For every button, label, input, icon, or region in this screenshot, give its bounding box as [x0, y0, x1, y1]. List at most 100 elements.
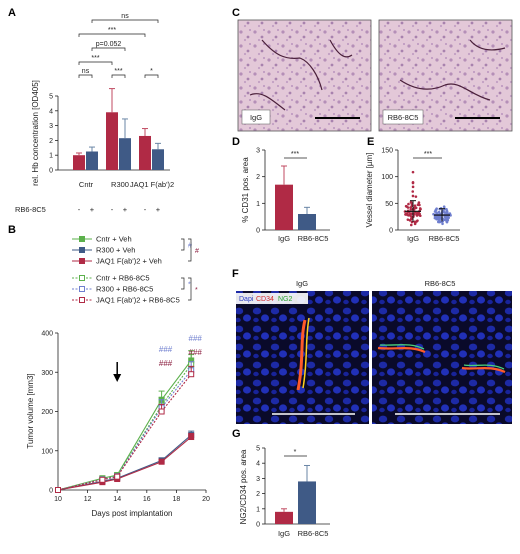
panel-b-arrow-head [113, 374, 122, 382]
panel-d-bar [275, 184, 293, 230]
panel-f-igg-cd34-vessel [296, 319, 307, 391]
panel-f-rb6-image [372, 291, 512, 424]
panel-e-y-label: Vessel diameter [µm] [365, 153, 374, 228]
panel-c-igg-vessels [249, 39, 353, 111]
panel-e-point [411, 185, 415, 189]
panel-a-treatment-mark: - [78, 205, 81, 214]
panel-g-cat-rb6: RB6-8C5 [298, 529, 329, 538]
panel-label-d: D [232, 136, 240, 148]
panel-g-ytick-label: 0 [256, 522, 260, 529]
panel-b-legend-bracket [181, 277, 185, 290]
panel-e-point [413, 204, 417, 207]
panel-f-rb6-cd34-vessel [377, 346, 506, 374]
panel-e-point [413, 206, 417, 210]
panel-b-legend-bracket [188, 277, 192, 301]
panel-e-point [411, 181, 415, 185]
panel-a-sig-bracket [91, 19, 159, 23]
panel-c-rb6-tag [382, 109, 424, 125]
panel-d-sig-label: *** [291, 151, 299, 158]
panel-e-point [411, 194, 415, 198]
panel-label-c: C [232, 7, 240, 19]
panel-g-y-label: NG2/CD34 pos. area [239, 449, 248, 524]
panel-a-sig-label: *** [91, 55, 99, 62]
panel-a-bar [86, 151, 98, 170]
panel-d-cat-igg: IgG [278, 234, 290, 243]
panel-b-xtick-label: 12 [84, 496, 92, 503]
panel-b-ytick-label: 300 [41, 370, 53, 377]
panel-b-xtick-label: 16 [143, 496, 151, 503]
panel-e-point [408, 219, 412, 222]
panel-b-legend-bracket [188, 238, 192, 262]
panel-e-ytick-label: 50 [385, 201, 393, 208]
panel-g-ytick-label: 5 [256, 446, 260, 453]
panel-e-point [438, 219, 441, 223]
panel-e-point [407, 202, 410, 206]
panel-a-treatment-mark: + [123, 205, 128, 214]
panel-a-group-jaq1: JAQ1 F(ab')2 [130, 180, 174, 189]
panel-b-annot-blue: ### [189, 334, 203, 343]
panel-e-ytick-label: 150 [381, 148, 393, 155]
panel-e-point [413, 222, 417, 226]
panel-b-ytick-label: 400 [41, 331, 53, 338]
panel-g-cat-igg: IgG [278, 529, 290, 538]
panel-a-sig-bracket [144, 74, 159, 78]
panel-b-legend-sig: * [195, 287, 198, 294]
panel-b-legend-label: Cntr + Veh [96, 235, 132, 244]
panel-e-point [435, 207, 438, 210]
panel-a-group-r300: R300 [111, 180, 129, 189]
panel-f-legend-dapi: Dapi [239, 296, 254, 303]
panel-b-ytick-label: 200 [41, 409, 53, 416]
panel-a-ytick-label: 1 [49, 153, 53, 160]
panel-e-point [406, 206, 410, 209]
panel-b-legend-label: JAQ1 F(ab')2 + RB6-8C5 [96, 296, 180, 305]
panel-f-igg-ng2-vessel [302, 317, 310, 389]
panel-e-sig-label: *** [424, 151, 432, 158]
panel-e-point [409, 223, 413, 227]
panel-a-sig-bracket [78, 33, 146, 37]
panel-b-annot-red: ### [159, 359, 173, 368]
panel-a-treatment-label: RB6-8C5 [15, 205, 46, 214]
panel-a-sig-bracket [78, 74, 93, 78]
panel-b-series-line [57, 360, 192, 491]
panel-g-ytick-label: 1 [256, 506, 260, 513]
panel-a-ytick-label: 5 [49, 94, 53, 101]
panel-g-ytick-label: 2 [256, 491, 260, 498]
panel-b-xtick-label: 20 [202, 496, 210, 503]
panel-a-bar [119, 138, 131, 170]
panel-b-xtick-label: 10 [54, 496, 62, 503]
panel-b-legend: Cntr + Veh R300 + Veh JAQ1 F(ab')2 + Veh Cn… [72, 235, 199, 305]
panel-f-title-rb6: RB6-8C5 [425, 279, 456, 288]
panel-e-point [442, 205, 446, 209]
panel-g-chart: NG2/CD34 pos. area 0 1 2 3 4 5 IgG RB6-8C5 * [239, 446, 330, 538]
panel-f-legend-ng2: NG2 [278, 296, 293, 303]
panel-e-ytick-label: 100 [381, 174, 393, 181]
panel-f-legend-cd34: CD34 [256, 296, 274, 303]
panel-b-legend-marker [79, 275, 85, 281]
panel-d-ytick-label: 1 [256, 201, 260, 208]
panel-a-treatment-mark: + [156, 205, 161, 214]
panel-a-ytick-label: 4 [49, 108, 53, 115]
panel-a-ytick-label: 2 [49, 138, 53, 145]
panel-a-ytick-label: 3 [49, 123, 53, 130]
panel-a-sig-label: *** [108, 27, 116, 34]
panel-g-sig-label: * [294, 449, 297, 456]
panel-a-sig-bracket [111, 74, 126, 78]
panel-a-sig-label: * [150, 68, 153, 75]
panel-b-xtick-label: 14 [113, 496, 121, 503]
panel-e-point [415, 211, 419, 215]
panel-e-point [411, 170, 415, 174]
panel-a-sig-label: ns [121, 13, 129, 20]
panel-b-legend-label: R300 + RB6-8C5 [96, 285, 153, 294]
panel-e-point [404, 213, 407, 216]
panel-e-point [409, 208, 413, 211]
panel-a-treatment-mark: - [144, 205, 147, 214]
panel-a-group-cntr: Cntr [79, 180, 94, 189]
panel-e-point [418, 203, 421, 207]
panel-g-bar [298, 481, 316, 524]
panel-b-legend-marker [79, 286, 85, 292]
panel-e-ytick-label: 0 [389, 228, 393, 235]
panel-e-point [409, 206, 413, 209]
panel-g-ytick-label: 4 [256, 461, 260, 468]
panel-b-legend-label: Cntr + RB6-8C5 [96, 274, 150, 283]
